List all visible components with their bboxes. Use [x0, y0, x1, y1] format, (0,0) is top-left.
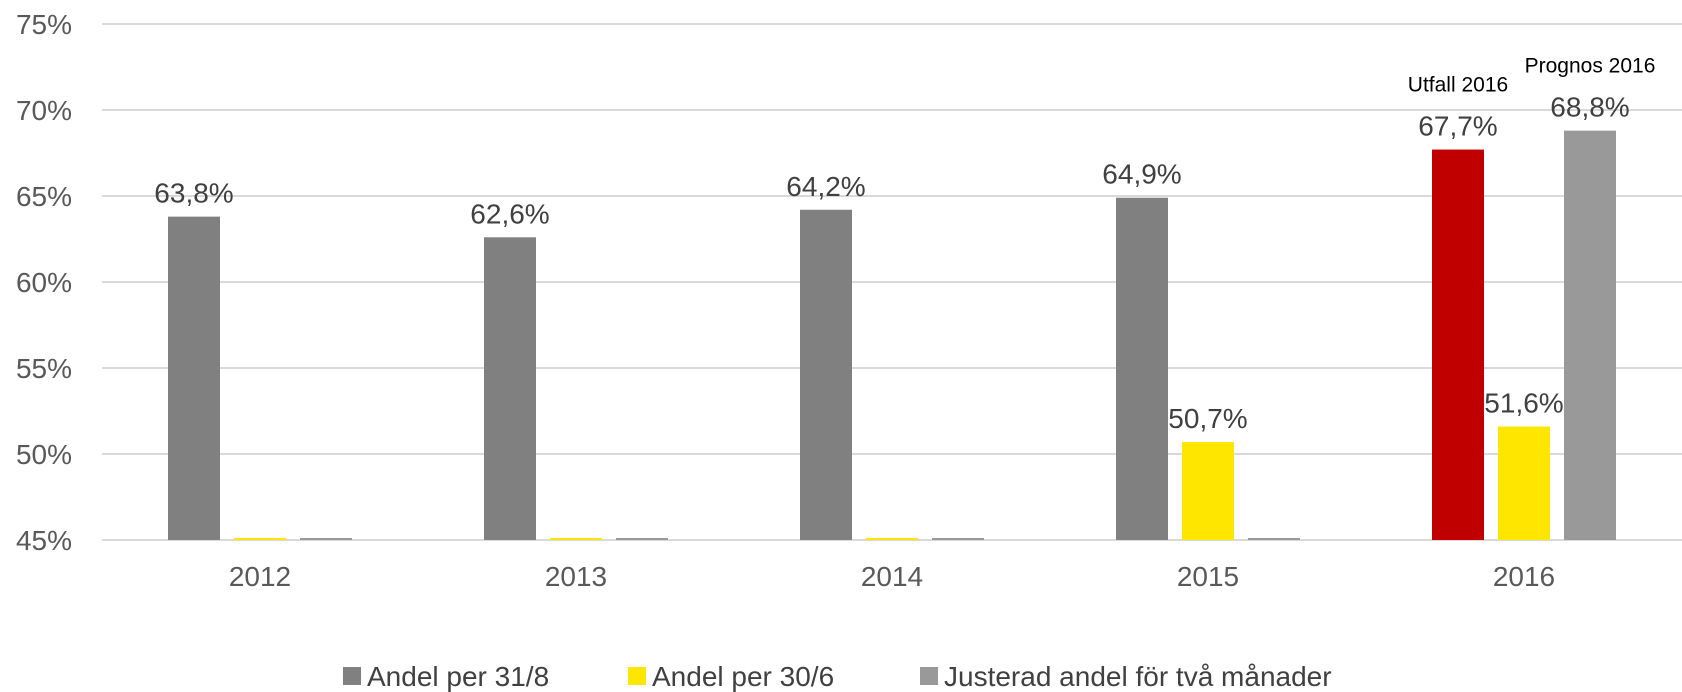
bar	[168, 216, 220, 540]
y-tick-label: 75%	[16, 9, 72, 40]
data-label: 67,7%	[1418, 111, 1497, 142]
bar	[1432, 149, 1484, 540]
bar	[234, 538, 286, 540]
gridlines	[102, 23, 1682, 541]
annotations: Utfall 2016 Prognos 2016	[1408, 55, 1656, 97]
data-label: 64,9%	[1102, 159, 1181, 190]
bars	[168, 130, 1616, 540]
y-tick-label: 60%	[16, 267, 72, 298]
bar	[300, 538, 352, 540]
data-label: 62,6%	[470, 198, 549, 229]
x-tick-label: 2015	[1177, 561, 1239, 592]
legend: Andel per 31/8 Andel per 30/6 Justerad and…	[343, 661, 1332, 692]
legend-label: Justerad andel för två månader	[944, 661, 1332, 692]
y-tick-label: 55%	[16, 353, 72, 384]
bar	[1564, 130, 1616, 540]
legend-label: Andel per 30/6	[652, 661, 834, 692]
x-tick-label: 2016	[1493, 561, 1555, 592]
y-tick-label: 45%	[16, 525, 72, 556]
y-axis-ticks: 45% 50% 55% 60% 65% 70% 75%	[16, 9, 72, 556]
x-axis-ticks: 2012 2013 2014 2015 2016	[229, 561, 1555, 592]
legend-swatch	[920, 667, 938, 685]
bar	[866, 538, 918, 540]
data-label: 63,8%	[154, 178, 233, 209]
legend-label: Andel per 31/8	[367, 661, 549, 692]
data-label: 68,8%	[1550, 92, 1629, 123]
bar	[550, 538, 602, 540]
bar	[1182, 441, 1234, 540]
bar	[1116, 197, 1168, 540]
bar	[800, 209, 852, 540]
y-tick-label: 50%	[16, 439, 72, 470]
bar	[484, 237, 536, 540]
data-label: 51,6%	[1484, 387, 1563, 418]
bar	[616, 538, 668, 540]
data-label: 64,2%	[786, 171, 865, 202]
y-tick-label: 65%	[16, 181, 72, 212]
bar	[1248, 538, 1300, 540]
y-tick-label: 70%	[16, 95, 72, 126]
annotation-label: Utfall 2016	[1408, 74, 1508, 97]
data-label: 50,7%	[1168, 403, 1247, 434]
legend-swatch	[628, 667, 646, 685]
x-tick-label: 2013	[545, 561, 607, 592]
bar	[1498, 426, 1550, 540]
annotation-label: Prognos 2016	[1525, 55, 1656, 78]
bar	[932, 538, 984, 540]
x-tick-label: 2012	[229, 561, 291, 592]
legend-swatch	[343, 667, 361, 685]
data-labels: 63,8% 62,6% 64,2% 64,9% 67,7% 50,7% 51,6% 68,8%	[154, 92, 1629, 434]
x-tick-label: 2014	[861, 561, 923, 592]
